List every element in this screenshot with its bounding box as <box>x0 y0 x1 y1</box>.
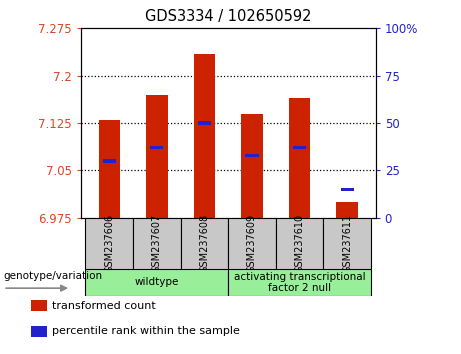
Text: percentile rank within the sample: percentile rank within the sample <box>53 326 240 337</box>
Text: wildtype: wildtype <box>135 277 179 287</box>
Text: activating transcriptional
factor 2 null: activating transcriptional factor 2 null <box>234 272 366 293</box>
Bar <box>289 98 310 218</box>
Bar <box>31 300 47 311</box>
Text: GSM237609: GSM237609 <box>247 214 257 273</box>
Text: GSM237606: GSM237606 <box>104 214 114 273</box>
Text: GSM237611: GSM237611 <box>342 214 352 273</box>
Bar <box>323 218 371 269</box>
Bar <box>102 159 116 162</box>
Bar <box>341 188 354 191</box>
Bar <box>85 218 133 269</box>
Text: GSM237607: GSM237607 <box>152 214 162 273</box>
Bar <box>228 218 276 269</box>
Bar <box>337 202 358 218</box>
Bar <box>85 269 228 296</box>
Bar <box>31 326 47 337</box>
Text: GSM237610: GSM237610 <box>295 214 305 273</box>
Title: GDS3334 / 102650592: GDS3334 / 102650592 <box>145 9 312 24</box>
Bar <box>146 95 167 218</box>
Bar <box>99 120 120 218</box>
Bar <box>198 121 211 125</box>
Bar <box>194 53 215 218</box>
Bar <box>293 146 306 149</box>
Bar <box>245 154 259 157</box>
Text: transformed count: transformed count <box>53 301 156 311</box>
Text: genotype/variation: genotype/variation <box>3 272 102 281</box>
Text: GSM237608: GSM237608 <box>200 214 209 273</box>
Bar <box>181 218 228 269</box>
Bar <box>228 269 371 296</box>
Bar <box>150 146 164 149</box>
Bar <box>133 218 181 269</box>
Bar <box>276 218 323 269</box>
Bar <box>241 114 263 218</box>
